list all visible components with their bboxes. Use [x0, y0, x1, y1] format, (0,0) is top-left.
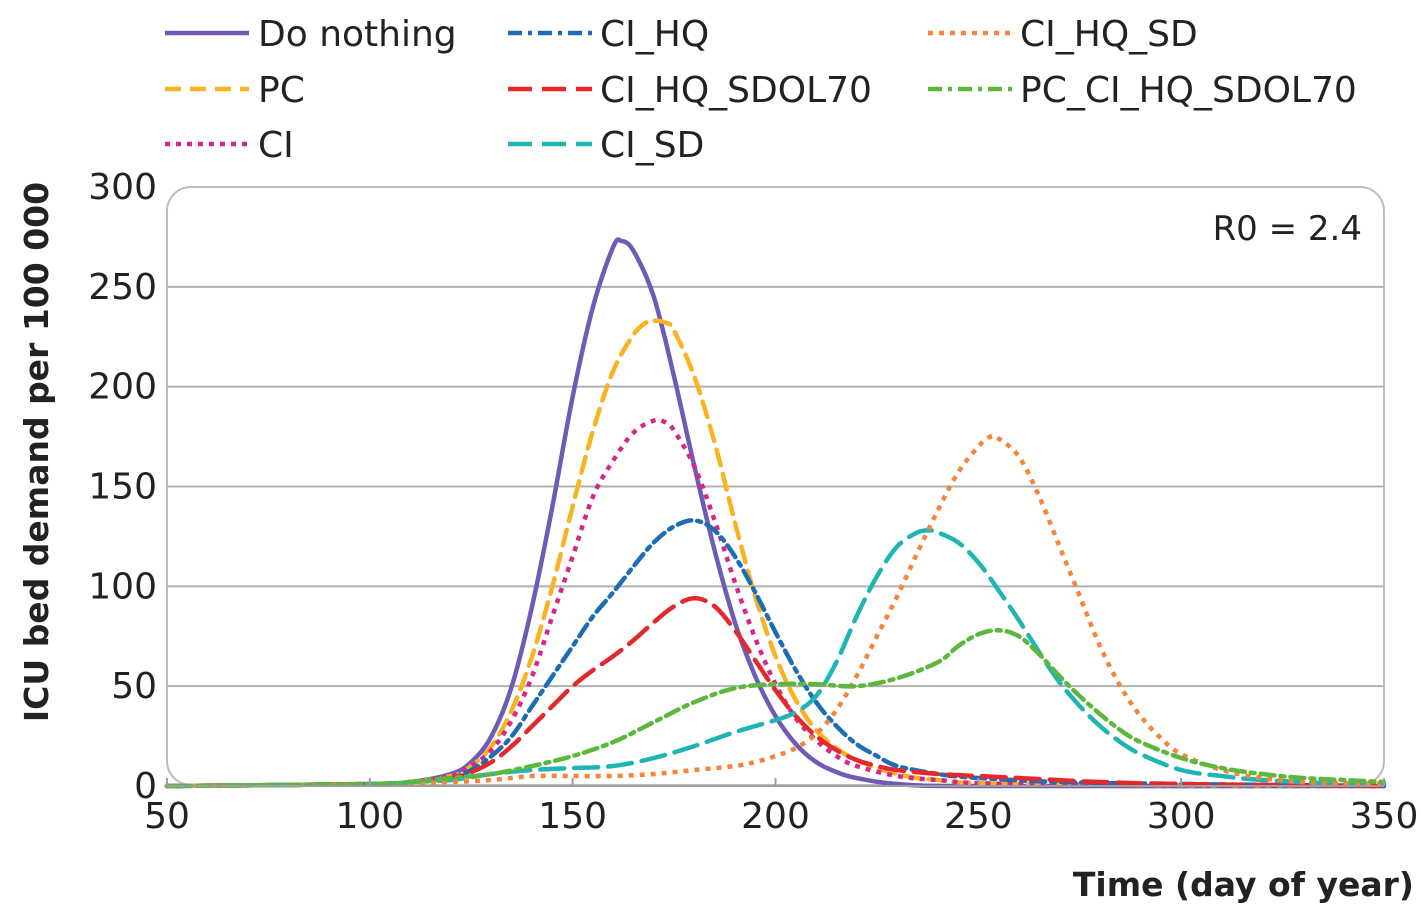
legend-label-ci-sd: CI_SD [600, 125, 704, 166]
legend-label-ci-hq: CI_HQ [600, 14, 709, 55]
annotation-r0: R0 = 2.4 [1213, 209, 1362, 249]
x-axis-title: Time (day of year) [1073, 865, 1414, 904]
x-tick-label: 250 [944, 796, 1013, 837]
x-tick-label: 300 [1147, 796, 1216, 837]
y-tick-label: 150 [88, 467, 157, 508]
series-line-ci-hq-sdol70 [164, 596, 1387, 789]
y-tick-label: 300 [88, 167, 157, 208]
x-tick-label: 150 [538, 796, 607, 837]
series-line-ci-sd [164, 528, 1387, 789]
series-group [164, 237, 1387, 789]
grid-lines [167, 285, 1384, 688]
y-axis-title: ICU bed demand per 100 000 [17, 182, 56, 722]
x-tick-label: 50 [144, 796, 190, 837]
y-tick-labels: 0 50 100 150 200 250 300 [88, 167, 157, 807]
series-line-ci-hq-sd [166, 433, 1385, 789]
x-tick-label: 350 [1350, 796, 1419, 837]
legend-label-ci: CI [258, 125, 294, 166]
y-tick-label: 200 [88, 367, 157, 408]
legend-label-do-nothing: Do nothing [258, 14, 457, 55]
legend-label-ci-hq-sd: CI_HQ_SD [1020, 14, 1198, 55]
x-tick-label: 100 [335, 796, 404, 837]
y-tick-label: 250 [88, 267, 157, 308]
x-tick-label: 200 [741, 796, 810, 837]
legend-label-pc: PC [258, 70, 305, 111]
y-tick-label: 0 [134, 766, 157, 807]
legend-label-pc-ci-hq-sdol70: PC_CI_HQ_SDOL70 [1020, 70, 1357, 111]
x-tick-labels: 50 100 150 200 250 300 350 [144, 778, 1418, 837]
legend: Do nothing CI_HQ CI_HQ_SD PC CI_HQ_SDOL70 PC_… [165, 14, 1357, 166]
series-line-pc-ci-hq-sdol70 [164, 627, 1387, 789]
series-line-ci [166, 417, 1385, 789]
y-tick-label: 50 [111, 666, 157, 707]
series-line-do-nothing [164, 237, 1387, 789]
y-tick-label: 100 [88, 566, 157, 607]
legend-label-ci-hq-sdol70: CI_HQ_SDOL70 [600, 70, 872, 111]
